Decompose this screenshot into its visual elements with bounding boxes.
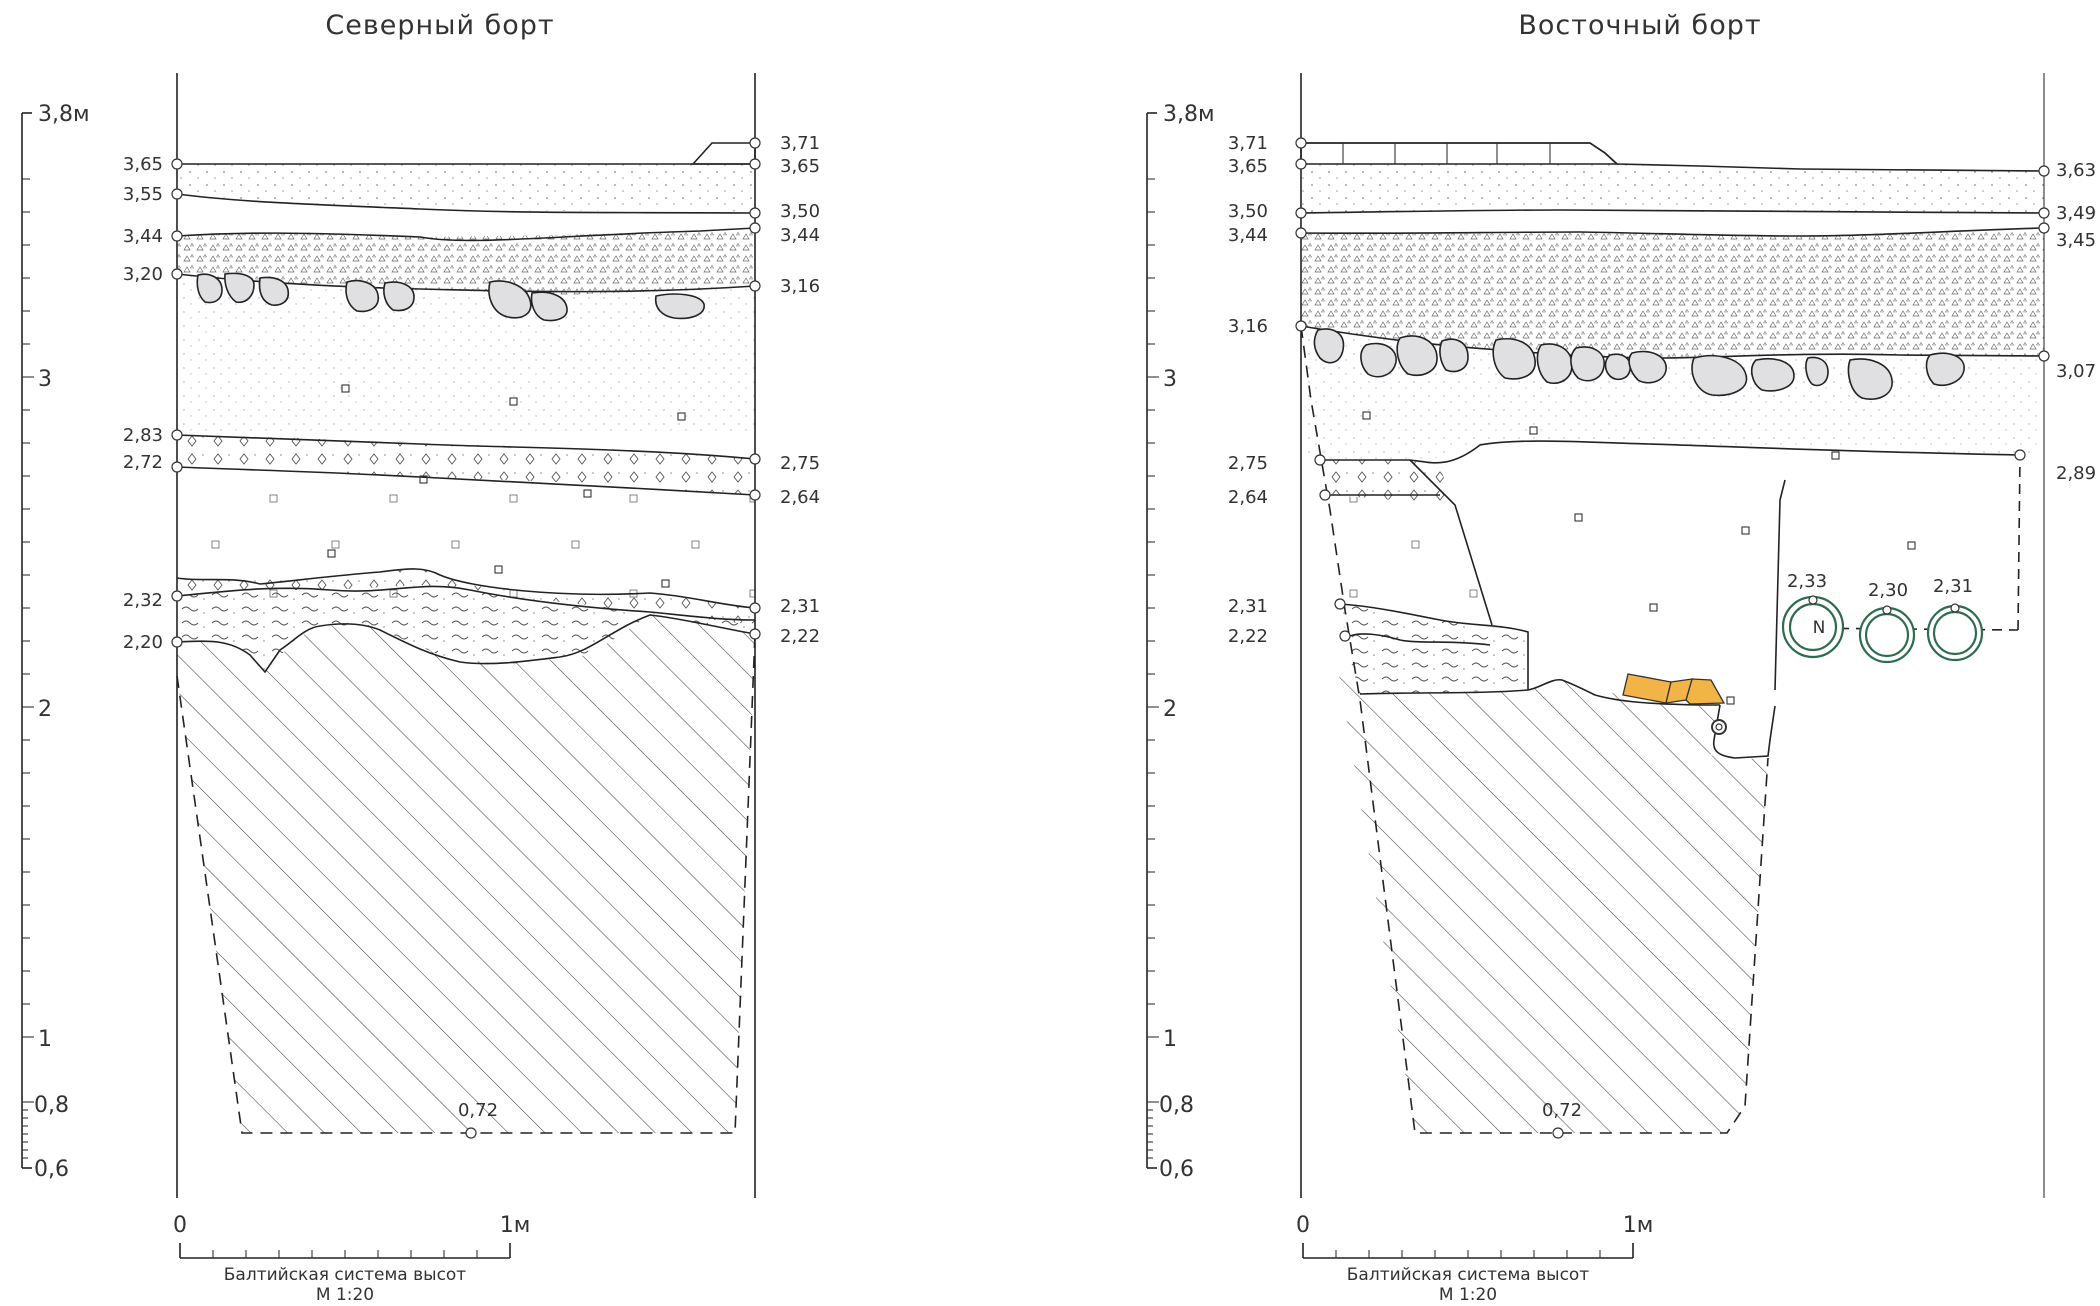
svg-text:3: 3	[1163, 367, 1177, 392]
axis-label-top: 3,8м	[38, 102, 90, 127]
svg-text:2,64: 2,64	[780, 487, 820, 508]
north-scale-bar: 0 1м Балтийская система высот М 1:20	[173, 1213, 530, 1305]
east-section: Восточный борт	[1228, 10, 2096, 1305]
svg-text:2,33: 2,33	[1787, 571, 1827, 592]
svg-text:2,31: 2,31	[1933, 576, 1973, 597]
east-left-levels: 3,71 3,65 3,50 3,44 3,16 2,75 2,64 2,31 …	[1228, 133, 1268, 647]
north-bottom-level: 0,72	[458, 1100, 498, 1121]
svg-text:3,44: 3,44	[1228, 225, 1268, 246]
svg-text:3,44: 3,44	[123, 226, 163, 247]
svg-text:2,31: 2,31	[1228, 596, 1268, 617]
axis-label-08: 0,8	[34, 1093, 69, 1118]
svg-text:0,6: 0,6	[1159, 1157, 1194, 1182]
svg-text:Балтийская система высот: Балтийская система высот	[1347, 1265, 1590, 1285]
svg-text:2,72: 2,72	[123, 452, 163, 473]
svg-text:3,45: 3,45	[2056, 230, 2096, 251]
north-section: Северный борт	[123, 10, 820, 1305]
svg-text:2,22: 2,22	[1228, 626, 1268, 647]
svg-text:2,75: 2,75	[780, 453, 820, 474]
east-scale-bar: 0 1м Балтийская система высот М 1:20	[1296, 1213, 1653, 1305]
svg-text:1м: 1м	[500, 1213, 531, 1238]
svg-text:1: 1	[1163, 1027, 1177, 1052]
north-right-levels: 3,71 3,65 3,50 3,44 3,16 2,75 2,64 2,31 …	[780, 133, 820, 647]
east-elevation-axis: 3,8м 3 2 1 0,8 0,6	[1146, 102, 1215, 1182]
svg-text:2,75: 2,75	[1228, 453, 1268, 474]
svg-text:0: 0	[1296, 1213, 1310, 1238]
svg-text:2,22: 2,22	[780, 626, 820, 647]
svg-text:3,65: 3,65	[780, 156, 820, 177]
east-right-levels: 3,63 3,49 3,45 3,07 2,89	[2056, 160, 2096, 484]
svg-text:0: 0	[173, 1213, 187, 1238]
svg-text:2,89: 2,89	[2056, 463, 2096, 484]
svg-text:3,49: 3,49	[2056, 203, 2096, 224]
svg-text:2,20: 2,20	[123, 632, 163, 653]
svg-text:3,63: 3,63	[2056, 160, 2096, 181]
svg-text:М 1:20: М 1:20	[316, 1285, 374, 1305]
svg-text:3,16: 3,16	[780, 276, 820, 297]
svg-text:3,20: 3,20	[123, 264, 163, 285]
axis-label-1: 1	[38, 1027, 52, 1052]
svg-text:2,30: 2,30	[1868, 580, 1908, 601]
svg-text:3,65: 3,65	[1228, 156, 1268, 177]
svg-text:2,32: 2,32	[123, 590, 163, 611]
svg-text:3,71: 3,71	[780, 133, 820, 154]
svg-text:2,83: 2,83	[123, 425, 163, 446]
east-bottom-level: 0,72	[1542, 1100, 1582, 1121]
axis-label-2: 2	[38, 697, 52, 722]
svg-text:3,8м: 3,8м	[1163, 102, 1215, 127]
svg-text:3,50: 3,50	[1228, 201, 1268, 222]
svg-text:М 1:20: М 1:20	[1439, 1285, 1497, 1305]
svg-text:2,31: 2,31	[780, 596, 820, 617]
svg-text:2,64: 2,64	[1228, 487, 1268, 508]
north-left-levels: 3,65 3,55 3,44 3,20 2,83 2,72 2,32 2,20	[123, 154, 163, 653]
svg-text:1м: 1м	[1623, 1213, 1654, 1238]
svg-text:Балтийская система высот: Балтийская система высот	[224, 1265, 467, 1285]
pipe-marker: N	[1813, 618, 1826, 638]
svg-text:3,16: 3,16	[1228, 316, 1268, 337]
axis-label-06: 0,6	[34, 1157, 69, 1182]
north-elevation-axis: 3,8м 3 2 1 0,8 0,6	[21, 102, 90, 1182]
axis-label-3: 3	[38, 367, 52, 392]
svg-text:2: 2	[1163, 697, 1177, 722]
svg-text:0,8: 0,8	[1159, 1093, 1194, 1118]
svg-text:3,50: 3,50	[780, 201, 820, 222]
north-title: Северный борт	[325, 10, 554, 41]
svg-text:3,65: 3,65	[123, 154, 163, 175]
svg-text:3,44: 3,44	[780, 225, 820, 246]
east-pipes: N 2,33 2,30 2,31	[1781, 454, 2021, 664]
svg-text:3,71: 3,71	[1228, 133, 1268, 154]
east-title: Восточный борт	[1518, 10, 1761, 41]
svg-text:3,55: 3,55	[123, 184, 163, 205]
svg-text:3,07: 3,07	[2056, 361, 2096, 382]
